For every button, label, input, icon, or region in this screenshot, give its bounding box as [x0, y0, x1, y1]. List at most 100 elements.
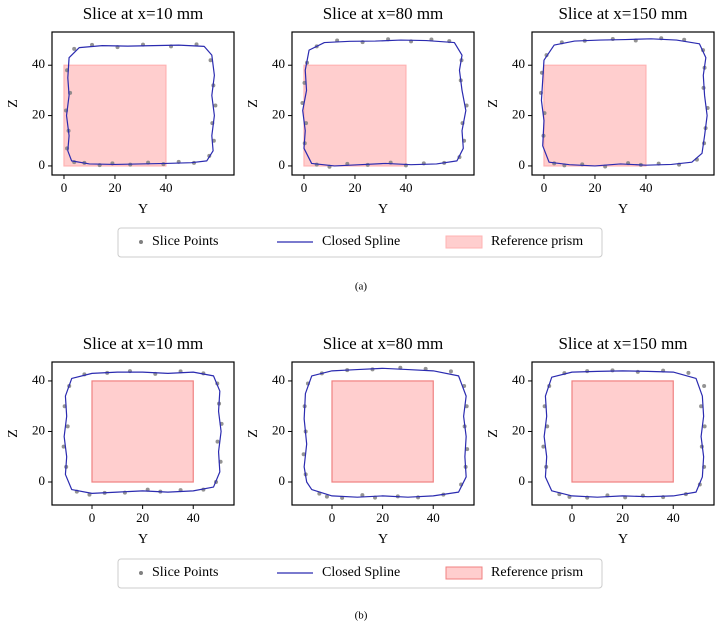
y-axis-label: Z — [486, 99, 501, 108]
x-tick-label: 40 — [187, 510, 200, 525]
x-tick-label: 20 — [588, 180, 601, 195]
legend-box — [117, 558, 603, 589]
legend-label: Slice Points — [152, 565, 219, 580]
y-tick-label: 0 — [279, 473, 286, 488]
legend-box — [117, 227, 603, 258]
x-tick-label: 0 — [61, 180, 68, 195]
x-axis-label: Y — [138, 202, 148, 217]
y-axis-label: Z — [6, 99, 21, 108]
closed-spline — [303, 367, 467, 498]
legend-label: Closed Spline — [322, 234, 400, 249]
legend-label: Reference prism — [491, 234, 583, 249]
y-tick-label: 40 — [272, 372, 285, 387]
slice-point — [465, 447, 470, 452]
y-axis-label: Z — [6, 429, 21, 438]
y-tick-label: 40 — [272, 56, 285, 71]
y-tick-label: 40 — [512, 56, 525, 71]
chart-title: Slice at x=150 mm — [558, 4, 687, 23]
legend-label: Closed Spline — [322, 565, 400, 580]
legend-marker — [139, 240, 143, 244]
x-tick-label: 0 — [301, 180, 308, 195]
closed-spline — [65, 44, 215, 166]
reference-prism — [571, 380, 674, 483]
slice-point — [610, 37, 615, 42]
x-axis-label: Y — [378, 202, 388, 217]
axes-frame — [51, 361, 235, 506]
x-tick-label: 20 — [616, 510, 629, 525]
y-axis-label: Z — [246, 429, 261, 438]
closed-spline — [540, 38, 708, 167]
y-tick-label: 0 — [519, 157, 526, 172]
legend-marker — [445, 566, 483, 580]
axes-frame — [291, 361, 475, 506]
slice-point — [301, 452, 306, 457]
legend-label: Slice Points — [152, 234, 219, 249]
reference-prism — [331, 380, 434, 483]
legend-label: Reference prism — [491, 565, 583, 580]
y-tick-label: 40 — [32, 372, 45, 387]
y-tick-label: 20 — [512, 422, 525, 437]
closed-spline — [543, 370, 705, 498]
reference-prism — [303, 64, 407, 167]
reference-prism — [91, 380, 194, 483]
y-tick-label: 20 — [272, 107, 285, 122]
slice-point — [213, 103, 218, 108]
slice-point — [65, 424, 70, 429]
chart-title: Slice at x=150 mm — [558, 334, 687, 353]
x-tick-label: 20 — [108, 180, 121, 195]
axes-frame — [291, 31, 475, 176]
x-tick-label: 0 — [329, 510, 336, 525]
slice-point — [541, 444, 546, 449]
slice-point — [699, 404, 704, 409]
chart-title: Slice at x=10 mm — [83, 4, 204, 23]
y-tick-label: 20 — [32, 107, 45, 122]
slice-point — [72, 46, 77, 51]
caption: (a) — [355, 281, 368, 293]
y-tick-label: 40 — [512, 372, 525, 387]
x-axis-label: Y — [618, 202, 628, 217]
slice-point — [545, 424, 550, 429]
slice-point — [610, 368, 615, 373]
slice-point — [702, 384, 707, 389]
legend-marker — [139, 571, 143, 575]
chart-title: Slice at x=80 mm — [323, 4, 444, 23]
reference-prism — [63, 64, 167, 167]
slice-point — [208, 58, 213, 63]
slice-point — [215, 439, 220, 444]
y-tick-label: 0 — [279, 157, 286, 172]
x-tick-label: 0 — [89, 510, 96, 525]
y-tick-label: 0 — [39, 157, 46, 172]
slice-point — [324, 494, 329, 499]
chart-title: Slice at x=10 mm — [83, 334, 204, 353]
axes-frame — [51, 31, 235, 176]
slice-point — [61, 444, 66, 449]
x-tick-label: 40 — [399, 180, 412, 195]
y-axis-label: Z — [246, 99, 261, 108]
closed-spline — [63, 371, 222, 494]
y-tick-label: 20 — [272, 422, 285, 437]
slice-point — [635, 369, 640, 374]
closed-spline — [302, 39, 467, 167]
axes-frame — [531, 31, 715, 176]
slice-point — [360, 493, 365, 498]
x-tick-label: 40 — [639, 180, 652, 195]
slice-point — [702, 424, 707, 429]
x-axis-label: Y — [138, 532, 148, 547]
legend-marker — [445, 235, 483, 249]
x-tick-label: 0 — [541, 180, 548, 195]
x-axis-label: Y — [378, 532, 388, 547]
x-tick-label: 20 — [376, 510, 389, 525]
slice-point — [448, 369, 453, 374]
x-tick-label: 40 — [427, 510, 440, 525]
x-tick-label: 0 — [569, 510, 576, 525]
axes-frame — [531, 361, 715, 506]
chart-title: Slice at x=80 mm — [323, 334, 444, 353]
reference-prism — [543, 64, 647, 167]
y-axis-label: Z — [486, 429, 501, 438]
y-tick-label: 20 — [32, 422, 45, 437]
x-tick-label: 40 — [159, 180, 172, 195]
x-tick-label: 20 — [348, 180, 361, 195]
y-tick-label: 0 — [39, 473, 46, 488]
y-tick-label: 40 — [32, 56, 45, 71]
